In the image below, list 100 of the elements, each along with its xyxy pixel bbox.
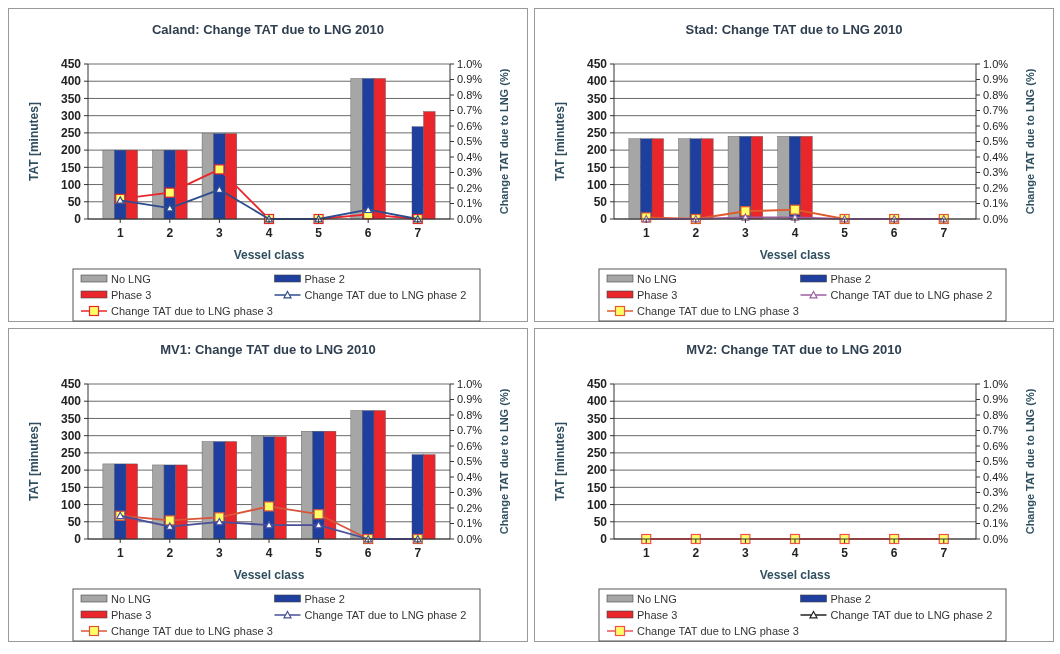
y2-tick-label: 0.1% <box>983 197 1009 210</box>
x-tick-label: 7 <box>414 546 422 560</box>
y2-tick-label: 0.1% <box>457 197 483 210</box>
y2-tick-label: 0.6% <box>983 119 1009 132</box>
x-tick-label: 3 <box>216 546 224 560</box>
x-tick-label: 1 <box>116 546 124 560</box>
legend-label: Phase 2 <box>304 593 345 605</box>
y-tick-label: 50 <box>67 194 82 209</box>
x-tick-label: 7 <box>940 546 948 560</box>
y-tick-label: 150 <box>586 480 608 495</box>
chart-title: MV2: Change TAT due to LNG 2010 <box>686 342 902 357</box>
y2-tick-label: 0.5% <box>983 455 1009 468</box>
x-tick-label: 4 <box>265 546 273 560</box>
y2-tick-label: 0.2% <box>457 181 483 194</box>
y-tick-label: 300 <box>60 428 82 443</box>
legend-label: Phase 3 <box>637 289 678 301</box>
y-tick-label: 350 <box>60 91 82 106</box>
legend-label: Change TAT due to LNG phase 3 <box>111 625 273 637</box>
y2-tick-label: 0.3% <box>983 486 1009 499</box>
y-tick-label: 150 <box>60 480 82 495</box>
x-tick-label: 3 <box>216 226 224 240</box>
y-tick-label: 400 <box>586 394 608 409</box>
x-tick-label: 5 <box>841 226 849 240</box>
y2-tick-label: 0.5% <box>457 135 483 148</box>
y2-tick-label: 0.0% <box>983 532 1009 545</box>
y-tick-label: 250 <box>586 126 608 141</box>
y2-tick-label: 0.8% <box>457 88 483 101</box>
x-tick-label: 6 <box>890 226 898 240</box>
y-tick-label: 0 <box>600 212 608 227</box>
y-tick-label: 0 <box>74 212 82 227</box>
legend-label: Change TAT due to LNG phase 2 <box>304 609 467 621</box>
y2-tick-label: 0.9% <box>457 393 483 406</box>
legend-label: Phase 2 <box>830 593 871 605</box>
y2-tick-label: 0.1% <box>983 517 1009 530</box>
x-tick-label: 1 <box>642 226 650 240</box>
y2-tick-label: 0.5% <box>983 135 1009 148</box>
y-tick-label: 350 <box>586 91 608 106</box>
legend-label: Change TAT due to LNG phase 2 <box>830 609 993 621</box>
chart-title: Stad: Change TAT due to LNG 2010 <box>685 22 903 37</box>
y2-tick-label: 0.8% <box>983 88 1009 101</box>
legend-label: Phase 3 <box>637 609 678 621</box>
y2-tick-label: 0.7% <box>983 424 1009 437</box>
y2-tick-label: 0.8% <box>457 408 483 421</box>
y-tick-label: 50 <box>593 194 608 209</box>
y2-tick-label: 0.4% <box>457 470 483 483</box>
legend-label: No LNG <box>637 593 677 605</box>
legend-label: Change TAT due to LNG phase 3 <box>111 305 273 317</box>
y2-tick-label: 0.0% <box>983 212 1009 225</box>
x-tick-label: 6 <box>364 546 372 560</box>
y-tick-label: 300 <box>60 108 82 123</box>
x-axis-title: Vessel class <box>233 248 305 262</box>
x-tick-label: 4 <box>791 546 799 560</box>
x-tick-label: 2 <box>692 226 700 240</box>
y-tick-label: 350 <box>60 411 82 426</box>
x-axis-title: Vessel class <box>759 568 831 582</box>
y2-tick-label: 0.7% <box>457 424 483 437</box>
y2-axis-title: Change TAT due to LNG (%) <box>498 68 510 215</box>
x-tick-label: 5 <box>315 546 323 560</box>
y-tick-label: 400 <box>60 394 82 409</box>
y-tick-label: 50 <box>67 514 82 529</box>
y2-tick-label: 0.7% <box>457 104 483 117</box>
y2-tick-label: 0.4% <box>983 470 1009 483</box>
legend-label: No LNG <box>637 273 677 285</box>
chart-title: MV1: Change TAT due to LNG 2010 <box>160 342 376 357</box>
y-tick-label: 0 <box>74 532 82 547</box>
y2-tick-label: 0.9% <box>983 73 1009 86</box>
legend-label: Phase 2 <box>830 273 871 285</box>
y-tick-label: 400 <box>60 74 82 89</box>
legend-label: Phase 3 <box>111 289 152 301</box>
y2-tick-label: 0.4% <box>457 150 483 163</box>
y-axis-title: TAT [minutes] <box>27 102 41 181</box>
y-tick-label: 100 <box>60 177 82 192</box>
legend-label: Change TAT due to LNG phase 2 <box>304 289 467 301</box>
y2-tick-label: 0.6% <box>983 439 1009 452</box>
legend-label: Phase 2 <box>304 273 345 285</box>
y2-axis-title: Change TAT due to LNG (%) <box>1024 68 1036 215</box>
chart-title: Caland: Change TAT due to LNG 2010 <box>151 22 385 37</box>
legend-label: Change TAT due to LNG phase 2 <box>830 289 993 301</box>
x-tick-label: 7 <box>940 226 948 240</box>
y-tick-label: 100 <box>586 497 608 512</box>
y-tick-label: 250 <box>60 446 82 461</box>
y-tick-label: 200 <box>60 463 82 478</box>
legend-label: No LNG <box>111 593 151 605</box>
x-axis-title: Vessel class <box>233 568 305 582</box>
x-tick-label: 5 <box>841 546 849 560</box>
y-tick-label: 450 <box>60 57 82 72</box>
y-tick-label: 450 <box>586 377 608 392</box>
y-tick-label: 0 <box>600 532 608 547</box>
y-tick-label: 50 <box>593 514 608 529</box>
x-tick-label: 5 <box>315 226 323 240</box>
y-tick-label: 450 <box>60 377 82 392</box>
legend-label: Phase 3 <box>111 609 152 621</box>
y-tick-label: 250 <box>60 126 82 141</box>
y2-axis-title: Change TAT due to LNG (%) <box>1024 388 1036 535</box>
y-tick-label: 200 <box>60 143 82 158</box>
y2-tick-label: 0.8% <box>983 408 1009 421</box>
x-tick-label: 2 <box>166 546 174 560</box>
x-tick-label: 1 <box>116 226 124 240</box>
y-tick-label: 300 <box>586 108 608 123</box>
x-tick-label: 4 <box>265 226 273 240</box>
